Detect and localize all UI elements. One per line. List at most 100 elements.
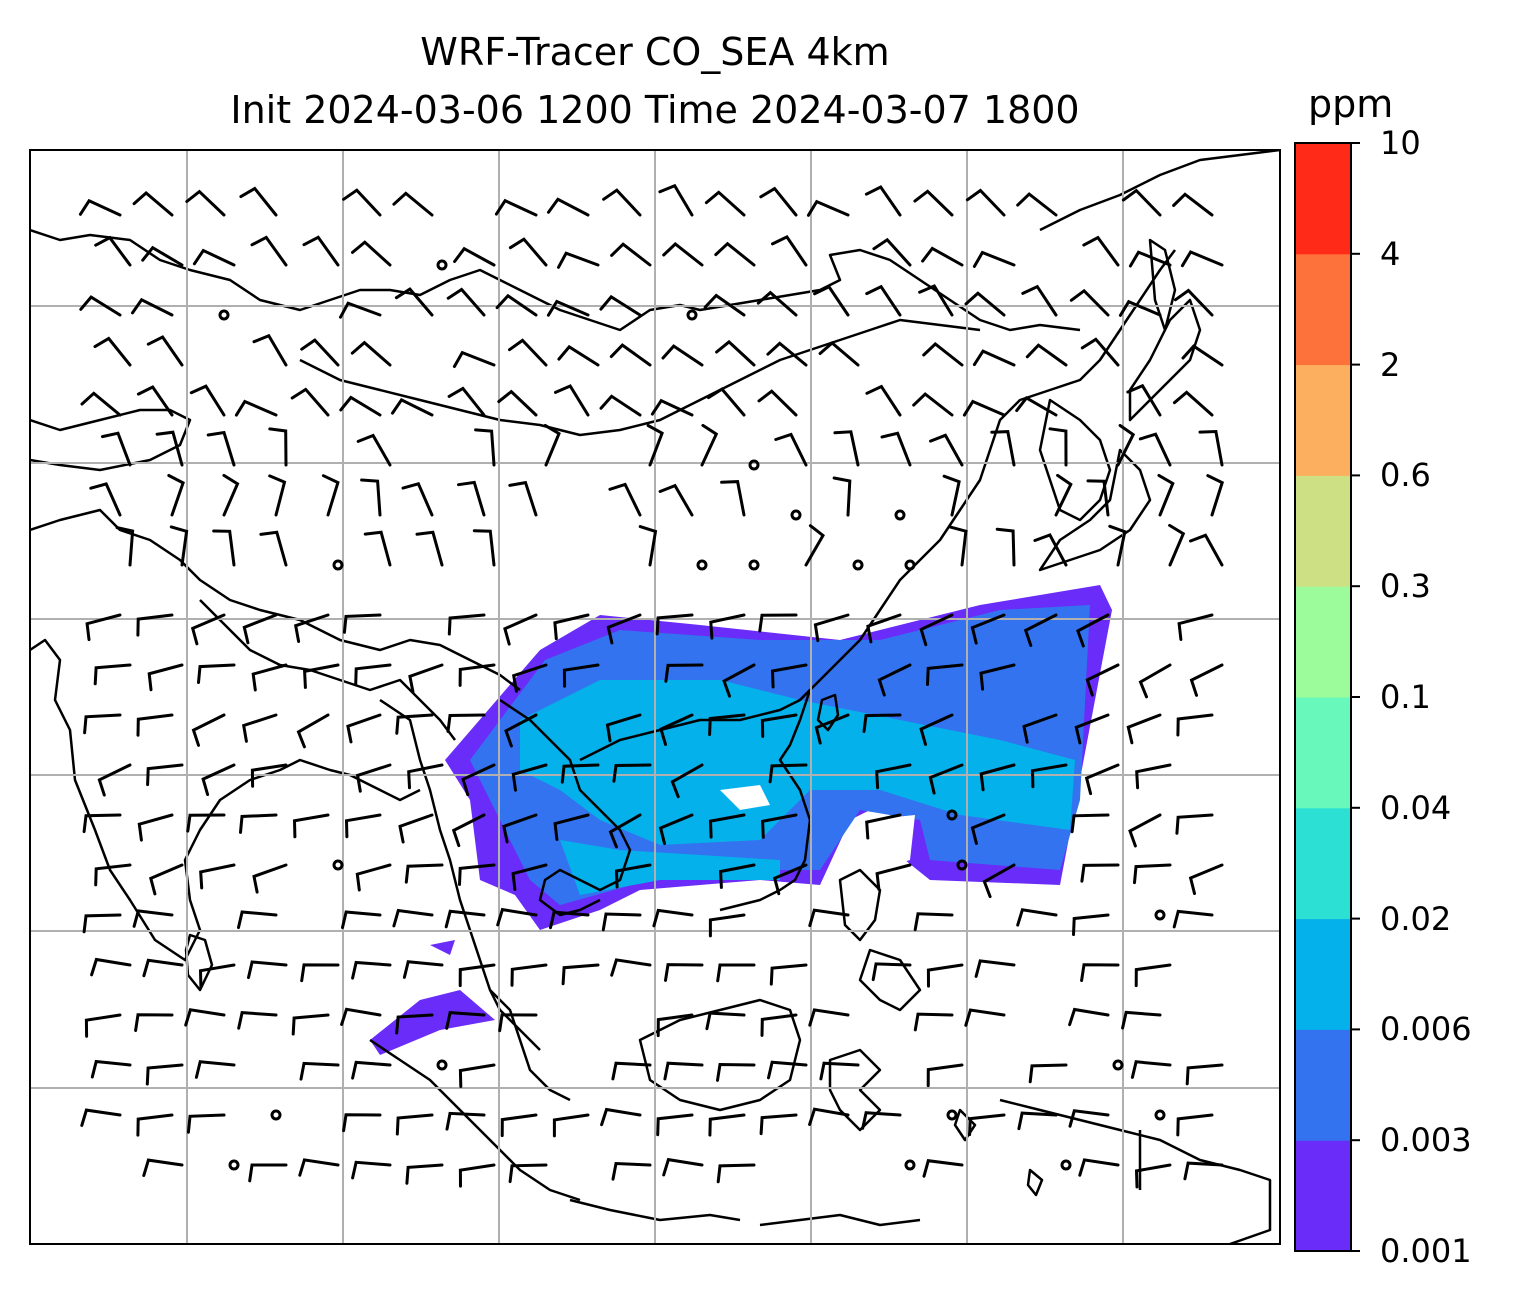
wind-barb xyxy=(1068,1007,1110,1027)
wind-barb xyxy=(504,713,538,748)
wind-barb xyxy=(1074,713,1110,745)
wind-barb xyxy=(296,713,330,749)
vietnam-coast xyxy=(579,688,812,912)
wind-barb xyxy=(1080,337,1120,367)
wind-barb xyxy=(664,663,704,683)
wind-barb xyxy=(340,1007,382,1026)
wind-barb xyxy=(962,399,1006,417)
india-coast xyxy=(30,638,421,962)
wind-barb xyxy=(346,713,382,744)
wind-barb xyxy=(80,391,122,417)
wind-barb xyxy=(508,237,548,267)
wind-barb xyxy=(638,525,658,567)
wind-barb xyxy=(169,525,189,567)
wind-barb xyxy=(1022,713,1058,744)
wind-barb xyxy=(508,480,538,517)
wind-barb xyxy=(402,960,444,979)
calm-wind-marker xyxy=(894,509,906,521)
sakhalin xyxy=(1148,238,1177,332)
new-guinea xyxy=(999,1098,1272,1244)
wind-barb xyxy=(714,241,756,267)
wind-barb xyxy=(395,713,434,735)
indochina xyxy=(499,698,632,917)
wind-barb xyxy=(1021,284,1058,317)
wind-barb xyxy=(768,763,808,784)
wind-barb xyxy=(808,1107,850,1126)
malay-peninsula xyxy=(489,989,571,1102)
calm-wind-marker xyxy=(1154,909,1166,921)
wind-barb xyxy=(85,613,122,642)
wind-barb xyxy=(646,424,664,467)
wind-barb xyxy=(814,713,850,745)
wind-barb xyxy=(1080,963,1120,982)
wind-barb xyxy=(146,335,184,367)
wind-barb xyxy=(995,527,1016,567)
plume-patch-2 xyxy=(430,940,455,955)
wind-barb xyxy=(608,482,642,517)
wind-barb xyxy=(658,483,694,517)
wind-barb xyxy=(237,910,278,930)
co-plume xyxy=(370,585,1112,1055)
wind-barb xyxy=(700,423,719,467)
wind-barb xyxy=(982,863,1016,899)
wind-barb xyxy=(652,908,694,928)
wind-barb xyxy=(355,763,392,793)
wind-barb xyxy=(252,333,288,367)
wind-barb xyxy=(299,1061,340,1081)
wind-barb xyxy=(547,197,590,217)
wind-barb xyxy=(392,191,434,217)
calm-wind-marker xyxy=(748,559,760,571)
wind-barb xyxy=(321,474,340,517)
wind-barb xyxy=(808,1008,850,1027)
wind-barb xyxy=(445,1111,486,1131)
wind-barb xyxy=(562,663,600,688)
wind-barb xyxy=(298,1158,340,1177)
wind-barb xyxy=(511,863,548,891)
wind-barb xyxy=(350,340,392,367)
wind-barb xyxy=(355,863,392,892)
wind-barb xyxy=(1189,663,1224,697)
wind-barb xyxy=(452,350,496,368)
wind-barb xyxy=(496,907,538,927)
china-coast xyxy=(799,249,1176,701)
wind-barb xyxy=(1172,390,1214,417)
wind-barb xyxy=(1180,250,1224,268)
wind-barb xyxy=(1080,863,1120,883)
wind-barb xyxy=(408,663,444,694)
wind-barb xyxy=(609,343,652,367)
wind-barb xyxy=(132,191,174,217)
wind-barb xyxy=(862,713,902,733)
wind-barb xyxy=(1181,344,1224,367)
wind-barb xyxy=(142,1158,184,1177)
plume-inner xyxy=(520,680,1075,845)
korea xyxy=(1038,398,1112,522)
wind-barb xyxy=(1048,427,1068,467)
wind-barb xyxy=(184,1008,226,1027)
colorbar-segment xyxy=(1295,586,1351,698)
wind-barb xyxy=(549,910,590,930)
wind-barb xyxy=(611,1061,652,1081)
wind-barb xyxy=(658,183,694,217)
wind-barb xyxy=(351,960,392,980)
plume-bay-hole xyxy=(865,815,915,870)
wind-barb xyxy=(877,663,912,697)
wind-barb xyxy=(1030,763,1068,789)
colorbar-segment xyxy=(1295,918,1351,1030)
wind-barb xyxy=(458,1163,496,1188)
wind-barb xyxy=(1176,1113,1214,1137)
wind-barb xyxy=(341,910,382,930)
wind-barb xyxy=(458,1063,496,1088)
wind-barb xyxy=(942,474,961,517)
wind-barb xyxy=(360,478,382,517)
wind-barb xyxy=(132,909,174,928)
wind-barb xyxy=(1084,763,1120,796)
wind-barb xyxy=(656,1013,694,1038)
wind-barb xyxy=(136,385,174,417)
plume-patch xyxy=(370,990,495,1055)
wind-barb xyxy=(716,963,756,983)
japan-north xyxy=(1128,298,1202,422)
wind-barb xyxy=(1016,192,1058,217)
wind-barb xyxy=(1017,1111,1058,1131)
wind-barb xyxy=(708,813,746,839)
wind-barb xyxy=(137,813,174,842)
